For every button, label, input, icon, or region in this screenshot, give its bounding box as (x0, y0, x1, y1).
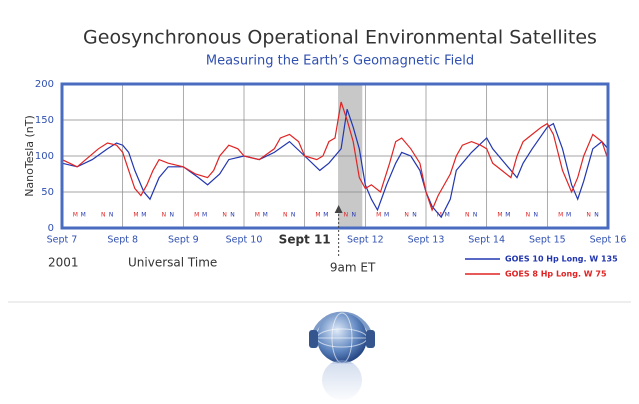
series-line (61, 101, 609, 212)
time-marker: N (222, 212, 227, 219)
x-tick-label: Sept 9 (168, 235, 199, 246)
x-tick-label: Sept 15 (529, 235, 566, 246)
ear-cup (366, 330, 375, 348)
time-marker: M (133, 212, 138, 219)
time-marker: N (534, 212, 539, 219)
y-tick-label: 100 (35, 151, 54, 162)
time-marker: N (101, 212, 106, 219)
time-marker: N (109, 212, 114, 219)
ear-cup (309, 330, 318, 348)
x-tick-label: Sept 8 (107, 235, 138, 246)
legend-label: GOES 10 Hp Long. W 135 (505, 255, 618, 264)
time-marker: N (586, 212, 591, 219)
time-marker: M (194, 212, 199, 219)
x-tick-label: Sept 11 (279, 233, 331, 247)
time-marker: N (594, 212, 599, 219)
time-marker: M (505, 212, 510, 219)
series-line (61, 109, 609, 219)
x-tick-label: Sept 14 (468, 235, 505, 246)
time-marker: N (404, 212, 409, 219)
x-tick-label: Sept 12 (347, 235, 384, 246)
x-axis-label: Universal Time (128, 256, 217, 270)
time-marker: M (323, 212, 328, 219)
time-marker: M (263, 212, 268, 219)
time-marker: M (445, 212, 450, 219)
time-marker: M (202, 212, 207, 219)
time-marker: N (230, 212, 235, 219)
time-marker: M (384, 212, 389, 219)
time-marker: N (283, 212, 288, 219)
time-marker: N (473, 212, 478, 219)
time-marker: M (497, 212, 502, 219)
time-marker: N (170, 212, 175, 219)
annotation-text: 9am ET (330, 261, 376, 275)
time-marker: M (315, 212, 320, 219)
plot-frame (60, 82, 610, 230)
y-axis-label: NanoTesla (nT) (23, 115, 36, 197)
y-tick-label: 50 (41, 187, 54, 198)
x-tick-label: Sept 7 (47, 235, 78, 246)
time-marker: N (412, 212, 417, 219)
time-marker: N (344, 212, 349, 219)
time-marker: N (291, 212, 296, 219)
y-tick-label: 0 (48, 223, 54, 234)
annotation-arrowhead (334, 205, 343, 213)
time-marker: N (526, 212, 531, 219)
time-marker: M (73, 212, 78, 219)
chart-title: Geosynchronous Operational Environmental… (83, 27, 597, 49)
time-marker: N (465, 212, 470, 219)
time-marker: M (376, 212, 381, 219)
reflection-fade (315, 364, 369, 404)
time-marker: M (141, 212, 146, 219)
time-marker: N (162, 212, 167, 219)
year-label: 2001 (48, 256, 79, 270)
y-tick-label: 150 (35, 115, 54, 126)
time-marker: N (352, 212, 357, 219)
time-marker: M (81, 212, 86, 219)
x-tick-label: Sept 13 (408, 235, 445, 246)
x-tick-label: Sept 16 (590, 235, 627, 246)
legend-label: GOES 8 Hp Long. W 75 (505, 270, 607, 279)
logo (309, 311, 375, 404)
time-marker: M (558, 212, 563, 219)
time-marker: M (255, 212, 260, 219)
chart-subtitle: Measuring the Earth’s Geomagnetic Field (206, 54, 474, 69)
time-marker: M (566, 212, 571, 219)
y-tick-label: 200 (35, 79, 54, 90)
x-tick-label: Sept 10 (226, 235, 263, 246)
